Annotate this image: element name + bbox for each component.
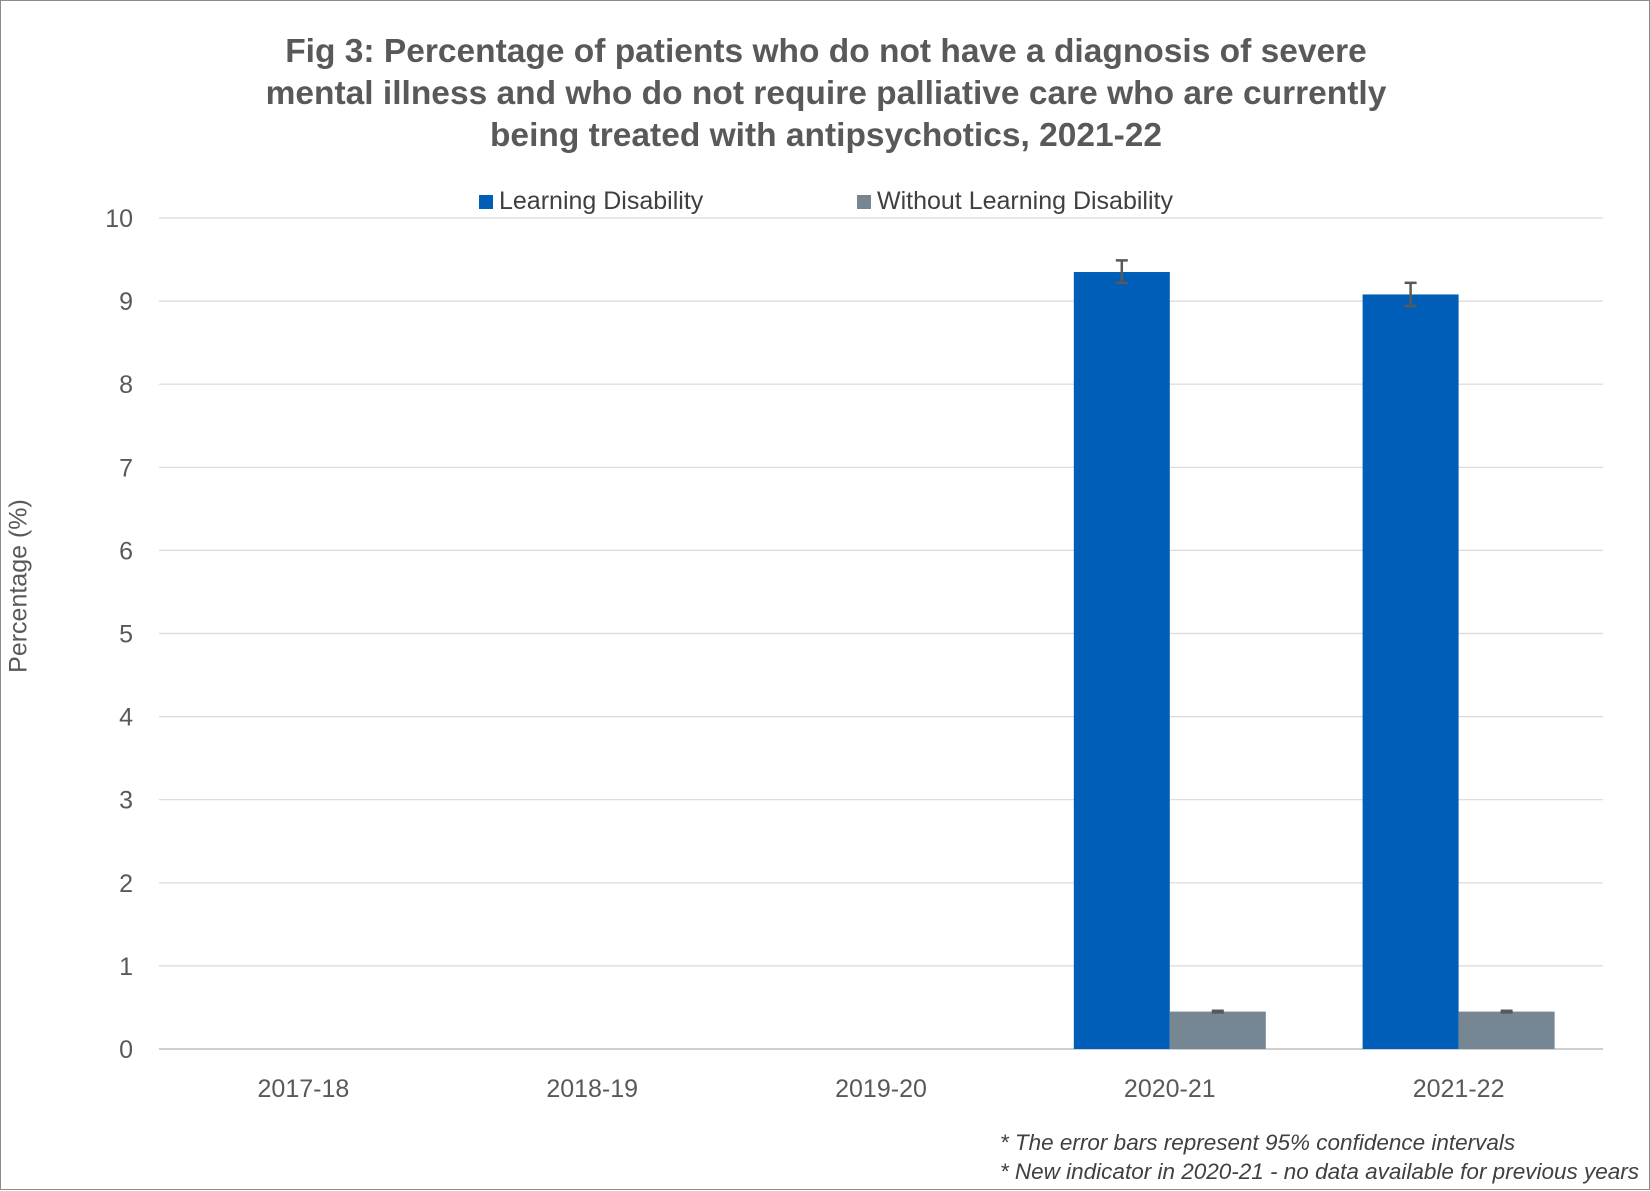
y-tick-label: 2	[119, 870, 133, 898]
y-tick-label: 9	[119, 288, 133, 316]
bar-without-learning-disability	[1169, 1011, 1266, 1049]
y-tick-label: 4	[119, 704, 133, 732]
footnote-error-bars: * The error bars represent 95% confidenc…	[999, 1130, 1516, 1155]
y-tick-label: 6	[119, 537, 133, 565]
footnote-new-indicator: * New indicator in 2020-21 - no data ava…	[999, 1159, 1639, 1184]
legend-swatch-learning-disability	[479, 194, 493, 209]
legend-item-learning-disability: Learning Disability	[479, 187, 703, 216]
y-tick-label: 5	[119, 621, 133, 649]
legend-label-without-learning-disability: Without Learning Disability	[877, 187, 1173, 215]
chart-title-line: mental illness and who do not require pa…	[265, 75, 1387, 112]
y-tick-label: 0	[119, 1036, 133, 1064]
x-tick-label: 2017-18	[258, 1075, 350, 1103]
legend-item-without-learning-disability: Without Learning Disability	[857, 187, 1173, 216]
chart-title: Fig 3: Percentage of patients who do not…	[176, 31, 1476, 157]
legend: Learning Disability Without Learning Dis…	[1, 183, 1650, 219]
y-tick-label: 8	[119, 371, 133, 399]
y-tick-label: 3	[119, 787, 133, 815]
bar-without-learning-disability	[1458, 1011, 1555, 1049]
y-tick-label: 7	[119, 454, 133, 482]
footnotes: * The error bars represent 95% confidenc…	[1000, 1128, 1639, 1186]
legend-label-learning-disability: Learning Disability	[499, 187, 704, 215]
bar-learning-disability	[1073, 272, 1170, 1049]
chart-title-line: Fig 3: Percentage of patients who do not…	[285, 33, 1367, 70]
x-tick-label: 2021-22	[1413, 1075, 1505, 1103]
y-tick-label: 10	[105, 205, 133, 233]
y-tick-label: 1	[119, 953, 133, 981]
chart-title-line: being treated with antipsychotics, 2021-…	[489, 117, 1163, 154]
x-tick-label: 2019-20	[835, 1075, 927, 1103]
bar-learning-disability	[1362, 294, 1459, 1049]
x-tick-label: 2018-19	[546, 1075, 638, 1103]
legend-swatch-without-learning-disability	[857, 194, 871, 209]
x-tick-label: 2020-21	[1124, 1075, 1216, 1103]
